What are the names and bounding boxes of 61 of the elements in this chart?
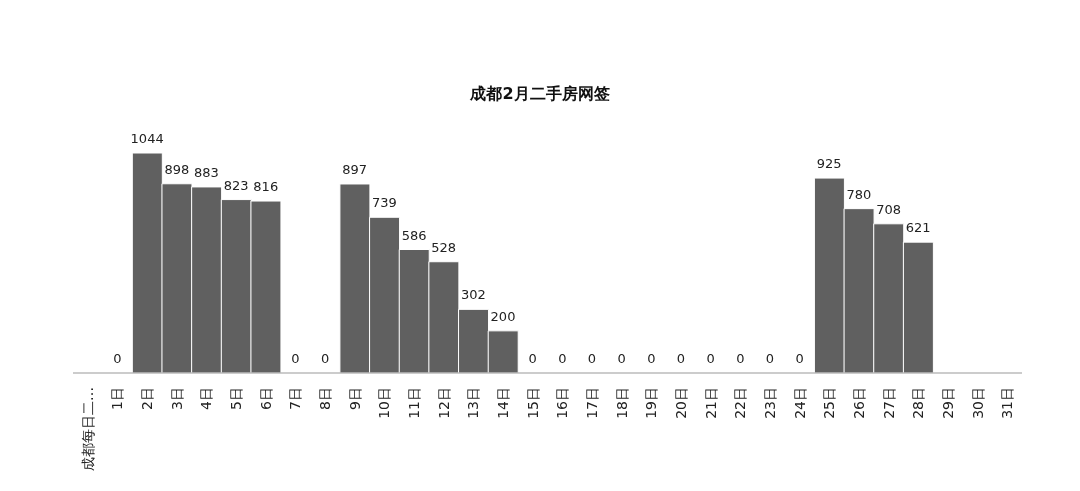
chart-title: 成都2月二手房网签 bbox=[469, 84, 611, 105]
x-tick-label: 14日 bbox=[495, 387, 512, 419]
x-tick-label: 6日 bbox=[257, 387, 274, 410]
x-tick-label: 20日 bbox=[672, 387, 689, 419]
data-label: 0 bbox=[558, 351, 567, 366]
x-tick-label: 24日 bbox=[791, 387, 808, 419]
x-tick-label: 19日 bbox=[643, 387, 660, 419]
data-label: 0 bbox=[736, 351, 745, 366]
data-label: 586 bbox=[401, 227, 427, 243]
data-label: 302 bbox=[460, 287, 486, 303]
data-label: 0 bbox=[587, 351, 597, 366]
x-tick-label: 11日 bbox=[406, 387, 423, 419]
x-tick-label: 13日 bbox=[465, 387, 482, 419]
data-label: 0 bbox=[528, 351, 537, 366]
data-label: 621 bbox=[905, 220, 931, 236]
data-label: 739 bbox=[371, 195, 397, 211]
data-label: 528 bbox=[431, 239, 457, 255]
x-tick-label: 12日 bbox=[435, 387, 452, 419]
data-label: 816 bbox=[253, 179, 279, 195]
x-tick-label: 4日 bbox=[198, 387, 215, 410]
data-label: 898 bbox=[164, 161, 190, 177]
data-label: 883 bbox=[194, 164, 219, 180]
data-label: 0 bbox=[617, 351, 626, 366]
data-label: 0 bbox=[676, 351, 686, 366]
data-label: 0 bbox=[647, 351, 656, 366]
x-tick-label: 8日 bbox=[317, 387, 334, 410]
x-tick-label: 22日 bbox=[732, 387, 749, 419]
x-tick-label: 成都每日二… bbox=[79, 387, 96, 471]
x-tick-label: 3日 bbox=[168, 387, 185, 410]
data-label: 0 bbox=[291, 351, 300, 366]
x-tick-label: 28日 bbox=[910, 387, 927, 419]
x-tick-label: 16日 bbox=[554, 387, 571, 419]
x-tick-label: 25日 bbox=[821, 387, 838, 419]
data-label: 1044 bbox=[130, 131, 164, 146]
x-tick-label: 9日 bbox=[346, 387, 363, 410]
x-tick-label: 31日 bbox=[999, 387, 1016, 419]
x-tick-label: 18日 bbox=[613, 387, 630, 419]
data-label: 780 bbox=[846, 186, 872, 202]
data-label: 0 bbox=[320, 351, 330, 366]
x-tick-label: 7日 bbox=[287, 387, 304, 410]
x-tick-label: 1日 bbox=[109, 387, 126, 410]
data-label: 200 bbox=[490, 308, 516, 324]
data-label: 0 bbox=[795, 351, 804, 366]
x-tick-label: 26日 bbox=[850, 387, 867, 419]
x-tick-label: 21日 bbox=[702, 387, 719, 419]
data-label: 0 bbox=[706, 351, 715, 366]
x-tick-label: 15日 bbox=[524, 387, 541, 419]
data-label: 0 bbox=[765, 351, 775, 366]
data-label: 823 bbox=[223, 177, 249, 193]
x-tick-label: 30日 bbox=[969, 387, 986, 419]
x-tick-label: 23日 bbox=[761, 387, 778, 419]
x-tick-label: 10日 bbox=[376, 387, 393, 419]
data-label: 897 bbox=[342, 161, 368, 177]
data-label: 925 bbox=[816, 156, 842, 172]
x-tick-label: 29日 bbox=[939, 387, 956, 419]
x-tick-label: 17日 bbox=[583, 387, 600, 419]
data-label: 708 bbox=[876, 201, 901, 217]
x-tick-label: 2日 bbox=[139, 387, 156, 410]
x-tick-label: 5日 bbox=[228, 387, 245, 410]
x-tick-label: 27日 bbox=[880, 387, 897, 419]
data-label: 0 bbox=[113, 351, 122, 366]
